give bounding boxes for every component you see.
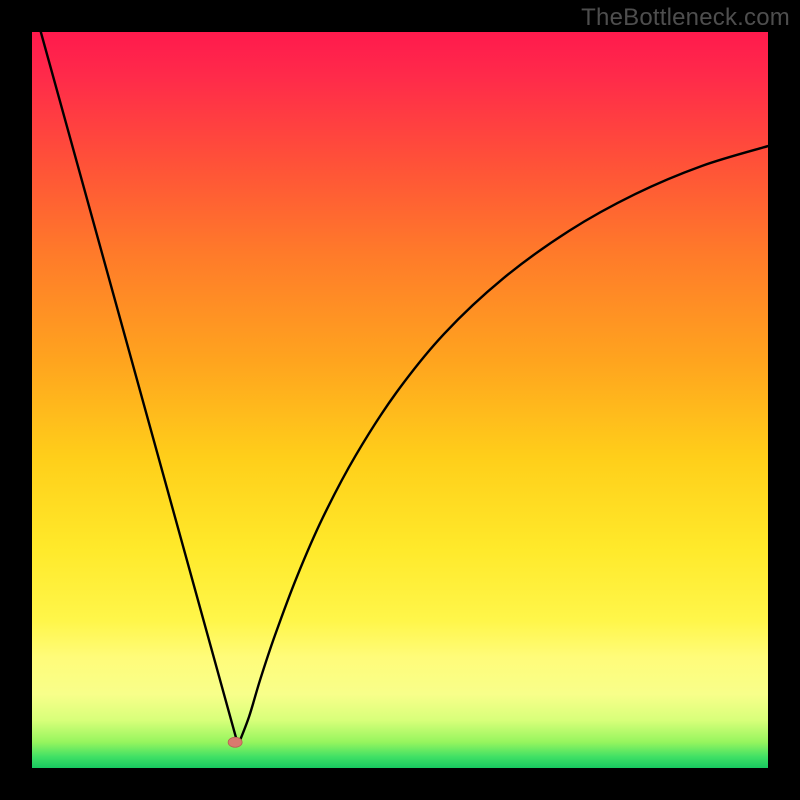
minimum-marker <box>228 737 242 747</box>
bottleneck-chart <box>0 0 800 800</box>
watermark-text: TheBottleneck.com <box>581 4 790 32</box>
chart-container: TheBottleneck.com <box>0 0 800 800</box>
